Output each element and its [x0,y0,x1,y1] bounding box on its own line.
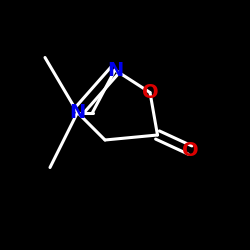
Text: N: N [70,103,86,122]
Text: O: O [142,83,158,102]
Text: O: O [182,140,198,160]
Text: N: N [107,60,123,80]
